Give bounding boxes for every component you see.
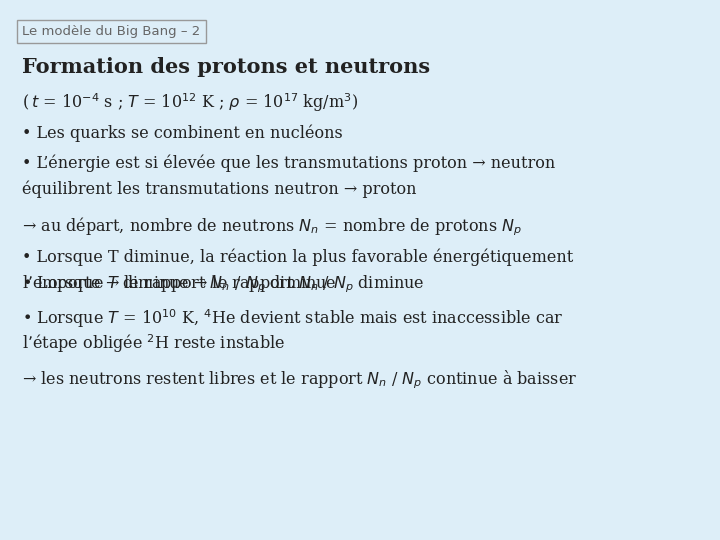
Text: • Lorsque $T$ diminue → le rapport $N_{n}$ / $N_{p}$ diminue: • Lorsque $T$ diminue → le rapport $N_{n… bbox=[22, 273, 425, 295]
Text: • Lorsque T diminue, la réaction la plus favorable énergétiquement: • Lorsque T diminue, la réaction la plus… bbox=[22, 248, 573, 266]
Text: • Les quarks se combinent en nucléons: • Les quarks se combinent en nucléons bbox=[22, 125, 343, 143]
Text: • Lorsque $T$ = 10$^{10}$ K, $^{4}$He devient stable mais est inaccessible car: • Lorsque $T$ = 10$^{10}$ K, $^{4}$He de… bbox=[22, 307, 563, 330]
Text: → au départ, nombre de neutrons $N_{n}$ = nombre de protons $N_{p}$: → au départ, nombre de neutrons $N_{n}$ … bbox=[22, 215, 522, 238]
Text: l’emporte → le rapport $N_{n}$ / $N_{p}$ diminue: l’emporte → le rapport $N_{n}$ / $N_{p}$… bbox=[22, 273, 336, 295]
Text: l’étape obligée $^{2}$H reste instable: l’étape obligée $^{2}$H reste instable bbox=[22, 332, 286, 355]
Text: → les neutrons restent libres et le rapport $N_{n}$ / $N_{p}$ continue à baisser: → les neutrons restent libres et le rapp… bbox=[22, 368, 577, 390]
Text: Formation des protons et neutrons: Formation des protons et neutrons bbox=[22, 57, 430, 77]
Text: • L’énergie est si élevée que les transmutations proton → neutron: • L’énergie est si élevée que les transm… bbox=[22, 155, 555, 172]
Text: Le modèle du Big Bang – 2: Le modèle du Big Bang – 2 bbox=[22, 25, 200, 38]
Text: ( $t$ = 10$^{-4}$ s ; $T$ = 10$^{12}$ K ; $\rho$ = 10$^{17}$ kg/m$^3$): ( $t$ = 10$^{-4}$ s ; $T$ = 10$^{12}$ K … bbox=[22, 91, 358, 114]
Text: équilibrent les transmutations neutron → proton: équilibrent les transmutations neutron →… bbox=[22, 180, 416, 198]
